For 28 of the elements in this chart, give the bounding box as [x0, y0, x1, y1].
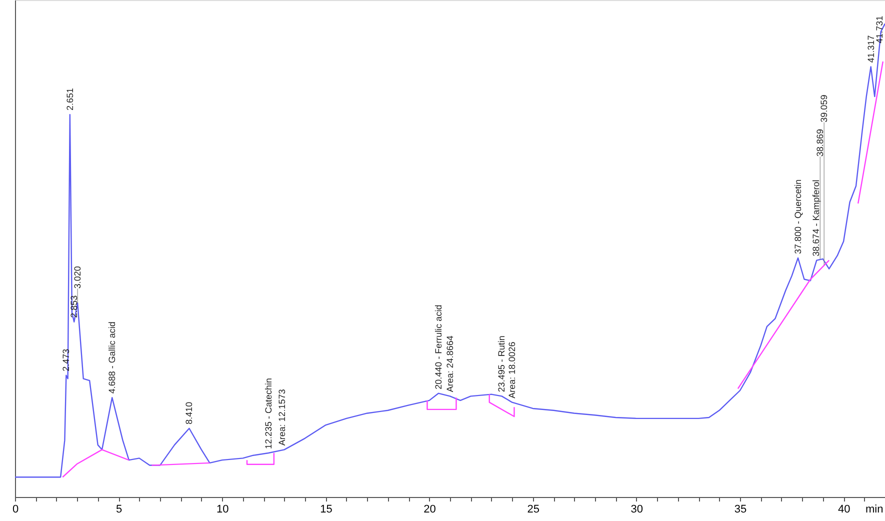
annotation: 41.731	[874, 16, 884, 44]
annotation: 12.235 - Catechin	[263, 378, 274, 449]
x-axis-title: min	[866, 504, 884, 516]
x-tick-label: 40	[838, 504, 850, 516]
x-tick-label: 5	[116, 504, 122, 516]
annotation: Area: 24.8664	[445, 336, 455, 392]
annotation: 39.059	[819, 94, 830, 122]
annotation: 2.651	[64, 88, 75, 111]
annotation: 2.853	[69, 295, 80, 318]
x-tick-label: 15	[320, 504, 332, 516]
annotation: Area: 18.0026	[507, 342, 518, 398]
x-tick-label: 20	[424, 504, 436, 516]
x-tick-label: 10	[216, 504, 229, 516]
x-tick-label: 0	[12, 504, 19, 516]
annotation: 41.317	[866, 35, 876, 63]
annotation: 38.674 - Kampferol	[811, 180, 822, 256]
x-tick-label: 25	[527, 504, 540, 516]
x-tick-label: 30	[630, 504, 644, 516]
annotation: 3.020	[72, 266, 83, 289]
annotation: 8.410	[184, 402, 194, 424]
annotation: 2.473	[61, 348, 72, 372]
annotation: 37.800 - Quercetin	[793, 179, 803, 254]
annotation: 20.440 - Ferrulic acid	[433, 304, 444, 390]
annotation: 38.869	[815, 129, 826, 157]
annotation: 23.495 - Rutin	[496, 336, 507, 392]
x-tick-label: 35	[734, 504, 747, 516]
annotation: 4.688 - Gallic acid	[107, 322, 118, 394]
annotation: Area: 12.1573	[277, 389, 288, 446]
